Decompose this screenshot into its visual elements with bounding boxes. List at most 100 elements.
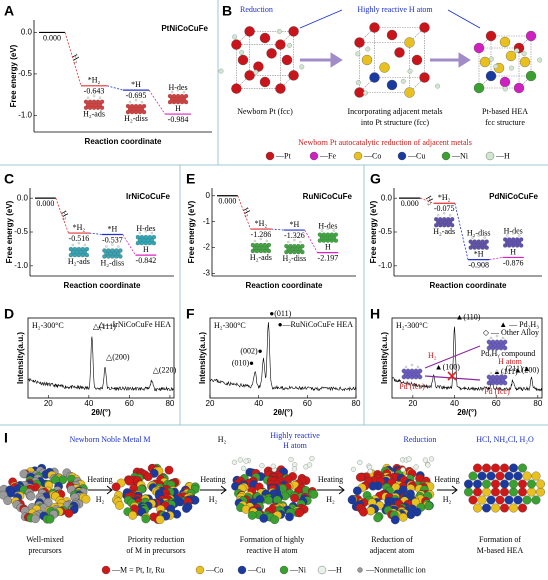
- h-atom: [287, 240, 290, 244]
- atom: [102, 248, 107, 253]
- h-atom: [448, 214, 452, 217]
- crystal-cube: [218, 26, 305, 94]
- value-label: -0.516: [69, 234, 90, 243]
- legend-label: —M = Pt, Ir, Ru: [111, 565, 165, 574]
- atom: [486, 495, 496, 505]
- atom: [81, 494, 91, 504]
- xrd-curve: [391, 326, 543, 392]
- atom: [149, 238, 154, 243]
- h-atom: [495, 334, 499, 338]
- atom: [135, 235, 140, 240]
- atom: [183, 99, 189, 105]
- atom-cluster-icon: [503, 232, 524, 248]
- atom: [464, 487, 473, 497]
- h-atom: [413, 464, 419, 470]
- inset-label: PdₓHᵧ compound: [481, 349, 535, 358]
- y-tick-label: 0.0: [21, 28, 33, 37]
- h-atom: [357, 459, 363, 466]
- atom: [450, 223, 455, 228]
- atom: [482, 503, 491, 513]
- state-label: H-des: [318, 221, 337, 230]
- h-atom: [83, 243, 87, 247]
- caption: Priority reduction: [128, 535, 185, 544]
- connector: [420, 197, 434, 204]
- atom: [438, 217, 443, 222]
- y-axis-label: Intensity(a.u.): [16, 332, 25, 384]
- atom: [401, 368, 407, 374]
- atom: [292, 243, 297, 249]
- atom: [87, 99, 93, 104]
- connector: [454, 203, 469, 260]
- value-label: -1.326: [284, 231, 305, 240]
- x-tick-label: 60: [492, 399, 501, 408]
- h-atom: [259, 237, 263, 241]
- species-label: H: [325, 242, 331, 251]
- atom: [509, 479, 518, 489]
- atom: [179, 93, 185, 99]
- atom: [509, 487, 518, 497]
- atom: [473, 487, 482, 497]
- h-atom: [350, 466, 357, 472]
- species-label: H₂: [59, 209, 71, 221]
- atom: [275, 83, 286, 94]
- atom: [183, 93, 189, 99]
- y-axis-label: Free energy (eV): [5, 200, 14, 263]
- atom: [237, 54, 249, 66]
- state-label: H₂-diss: [101, 258, 125, 267]
- arrow-label: H₂: [326, 495, 335, 504]
- h-atom: [416, 365, 420, 369]
- value-label: 0.000: [401, 199, 419, 208]
- species-label: *H: [107, 224, 117, 233]
- value-label: -0.695: [126, 91, 147, 100]
- atom: [270, 515, 280, 525]
- atom: [486, 374, 492, 380]
- atom: [405, 368, 411, 374]
- plot-frame: [391, 317, 543, 399]
- panel-label: I: [4, 430, 8, 446]
- atom: [522, 471, 532, 481]
- connector: [304, 229, 318, 253]
- atom: [231, 83, 242, 94]
- atom: [424, 501, 434, 511]
- atom: [531, 495, 541, 505]
- connector: [237, 195, 251, 230]
- atom: [82, 249, 87, 255]
- pointer: [447, 9, 481, 29]
- h-atom: [253, 239, 257, 243]
- atom: [231, 39, 242, 50]
- atom: [509, 463, 518, 473]
- h-atom: [521, 51, 527, 57]
- h-atom: [400, 78, 406, 84]
- legend-swatch: [237, 565, 247, 575]
- peak-label: ▲(200): [514, 366, 540, 375]
- atom: [288, 70, 299, 81]
- h-atom: [407, 68, 413, 74]
- arrow-label: Heating: [87, 475, 112, 484]
- atom: [359, 507, 368, 517]
- atom: [505, 50, 517, 62]
- peak-label: △(111): [93, 322, 116, 331]
- chart-title: PtNiCoCuFe: [161, 24, 208, 33]
- panel-label: D: [4, 306, 14, 322]
- atom: [417, 368, 423, 374]
- atom: [490, 339, 496, 345]
- atom: [502, 374, 508, 380]
- h-atom: [355, 51, 361, 57]
- y-tick-label: 0: [206, 191, 211, 200]
- annotation: Highly reactive: [270, 431, 320, 440]
- atom: [259, 76, 271, 88]
- atom: [394, 47, 405, 58]
- species-label: *H₂: [73, 223, 86, 232]
- atom-cluster-icon: [135, 229, 156, 246]
- atom: [419, 22, 430, 33]
- caption: Well-mixed: [26, 535, 64, 544]
- atom: [442, 217, 447, 222]
- atom: [247, 511, 257, 520]
- h-atom: [471, 236, 474, 239]
- atom: [139, 107, 145, 112]
- atom: [518, 463, 527, 473]
- h-atom: [86, 96, 90, 99]
- annotation: Highly reactive H atom: [357, 5, 433, 14]
- h-atom: [511, 232, 515, 235]
- legend-label: ▲ — Pd₂H₃: [499, 320, 539, 329]
